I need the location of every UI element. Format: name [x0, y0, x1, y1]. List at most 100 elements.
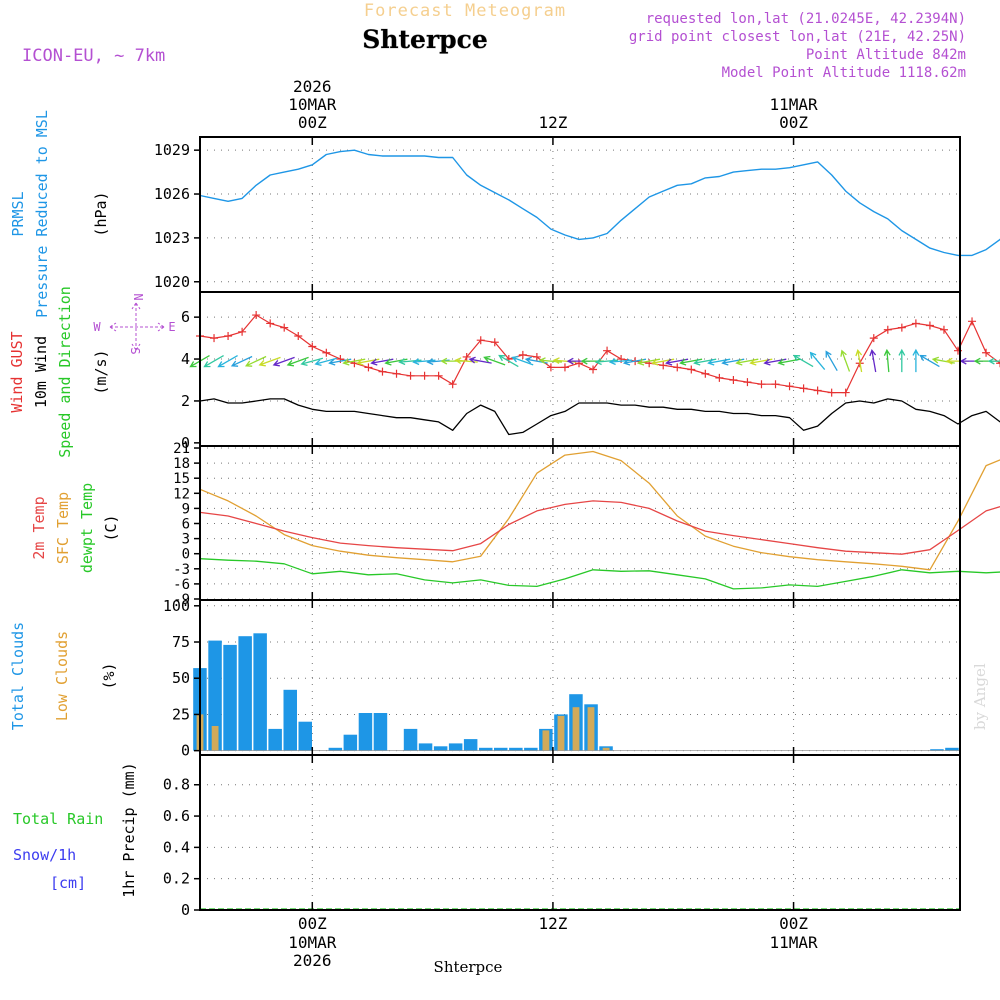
y-tick-label: 0	[181, 434, 190, 452]
gust-marker	[546, 363, 555, 372]
gust-marker	[771, 380, 780, 389]
requested-coords: requested lon,lat (21.0245E, 42.2394N)	[646, 11, 966, 27]
y-tick-label: 6	[182, 517, 190, 533]
wind-direction-arrow	[987, 357, 1000, 365]
wind-label: 10m Wind	[32, 336, 50, 408]
gust-marker	[757, 380, 766, 389]
wind-direction-arrow	[498, 354, 519, 368]
gridpoint-coords: grid point closest lon,lat (21E, 42.25N)	[629, 29, 966, 45]
total-cloud-bar	[238, 636, 252, 751]
gust-marker	[308, 342, 317, 351]
y-tick-label: -6	[173, 577, 190, 593]
gust-marker	[574, 359, 583, 368]
subtitle: Forecast Meteogram	[364, 1, 566, 21]
low-cloud-bar	[542, 730, 550, 751]
y-tick-label: 2	[181, 392, 190, 410]
y-tick-label: 15	[173, 471, 190, 487]
total-cloud-bar	[223, 644, 237, 751]
gust-marker	[869, 334, 878, 343]
total-cloud-bar	[328, 747, 343, 751]
compass-south: S	[128, 347, 142, 354]
gust-marker	[518, 350, 527, 359]
gust-marker	[673, 363, 682, 372]
gust-marker	[364, 363, 373, 372]
temp2m-label: 2m Temp	[30, 496, 48, 559]
gust-marker	[532, 352, 541, 361]
bottom-date-label: 10MAR	[288, 933, 337, 952]
y-tick-label: 6	[181, 308, 190, 326]
total-cloud-bar	[373, 713, 388, 751]
top-year-label: 2026	[293, 77, 332, 96]
gust-marker	[996, 359, 1000, 368]
low-cloud-bar	[602, 747, 610, 751]
wind-direction-arrow	[840, 349, 851, 372]
low-cloud-bar	[211, 726, 219, 751]
wind-direction-arrow	[912, 348, 920, 373]
wind-direction-arrow	[468, 356, 492, 364]
clouds-unit: (%)	[100, 662, 118, 689]
gust-marker	[883, 325, 892, 334]
total-cloud-bar	[283, 689, 297, 751]
gust-marker	[434, 371, 443, 380]
y-tick-label: 0	[182, 547, 190, 563]
gust-marker	[701, 369, 710, 378]
gust-marker	[813, 386, 822, 395]
gust-marker	[266, 319, 275, 328]
gust-marker	[968, 317, 977, 326]
total-cloud-bar	[494, 747, 508, 751]
gust-marker	[448, 380, 457, 389]
y-tick-label: 0.6	[163, 807, 190, 825]
gust-marker	[785, 382, 794, 391]
temp2m-line	[199, 500, 1000, 555]
gust-marker	[280, 323, 289, 332]
wind-direction-arrow	[244, 355, 267, 367]
wind-direction-arrow	[230, 355, 253, 367]
model-label: ICON-EU, ~ 7km	[22, 46, 165, 66]
compass-north: N	[131, 293, 145, 300]
dewpt-line	[199, 558, 1000, 590]
y-tick-label: 4	[181, 350, 190, 368]
bottom-date-label: 11MAR	[769, 933, 818, 952]
y-tick-label: 0	[181, 742, 190, 760]
wind-direction-arrow	[538, 357, 562, 365]
y-tick-label: 0.4	[163, 838, 190, 856]
wind-direction-arrow	[855, 348, 863, 373]
gust-marker	[799, 384, 808, 393]
wind-direction-arrow	[869, 348, 877, 373]
y-tick-label: 0.2	[163, 870, 190, 888]
precip-unit: 1hr Precip (mm)	[120, 762, 138, 897]
gust-marker	[322, 348, 331, 357]
compass-west: W	[93, 320, 101, 334]
gust-marker	[715, 373, 724, 382]
y-tick-label: 18	[173, 456, 190, 472]
wind-direction-arrow	[398, 358, 422, 366]
wind-direction-arrow	[931, 356, 955, 364]
y-tick-label: 75	[172, 633, 190, 651]
total-cloud-bar	[509, 747, 523, 751]
total-cloud-bar	[418, 743, 433, 751]
total-cloud-bar	[463, 739, 478, 751]
gust-marker	[743, 378, 752, 387]
wind-direction-arrow	[883, 348, 891, 373]
model-altitude: Model Point Altitude 1118.62m	[722, 65, 966, 81]
gust-marker	[603, 346, 612, 355]
rain-label: Total Rain	[13, 810, 103, 828]
bottom-hour-label: 00Z	[779, 914, 808, 933]
pressure-label-line2: Pressure Reduced to MSL	[33, 110, 51, 318]
gust-marker	[729, 376, 738, 384]
snow-unit-label: [cm]	[50, 874, 86, 892]
gust-marker	[294, 332, 303, 340]
compass-cross-icon	[109, 302, 165, 351]
total-cloud-bar	[343, 734, 358, 751]
top-date-label: 10MAR	[288, 95, 337, 114]
bottom-hour-label: 12Z	[538, 914, 567, 933]
wind-direction-arrow	[919, 354, 940, 368]
gust-marker	[476, 336, 485, 345]
gust-line	[199, 314, 1000, 394]
gust-label: Wind GUST	[8, 331, 26, 412]
top-hour-label: 00Z	[779, 113, 808, 132]
wind-direction-arrow	[258, 356, 281, 367]
bottom-hour-label: 00Z	[298, 914, 327, 933]
total-cloud-bar	[208, 640, 222, 751]
point-altitude: Point Altitude 842m	[806, 47, 966, 63]
